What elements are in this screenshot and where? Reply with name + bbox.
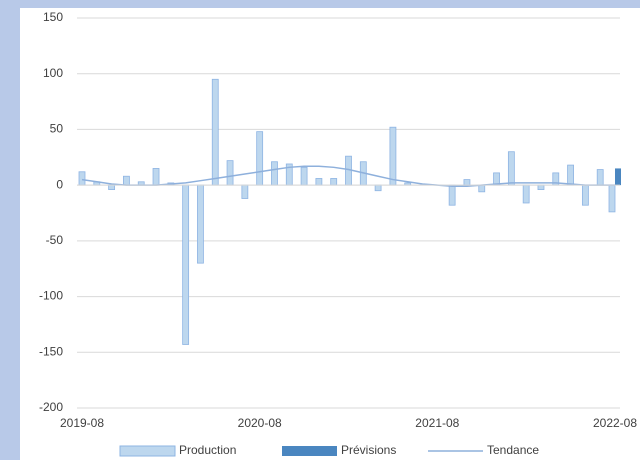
y-tick-label: -200	[39, 400, 63, 414]
bar	[226, 160, 234, 186]
bar	[123, 175, 130, 186]
y-tick-label: -50	[46, 233, 64, 247]
y-tick-label: 150	[43, 10, 63, 24]
bar	[507, 151, 515, 186]
bar	[374, 184, 382, 192]
bar	[567, 164, 574, 186]
x-tick-label: 2020-08	[238, 416, 282, 430]
y-tick-label: 100	[43, 66, 63, 80]
bar	[522, 184, 530, 204]
bar	[256, 131, 264, 186]
bar	[108, 184, 116, 190]
bar	[478, 184, 486, 193]
x-tick-label: 2021-08	[415, 416, 459, 430]
bar	[271, 161, 278, 186]
bar	[615, 168, 621, 186]
legend-label: Prévisions	[341, 443, 396, 457]
bar	[197, 184, 204, 264]
bar	[330, 178, 338, 186]
legend-swatch	[282, 446, 337, 456]
bar	[596, 169, 604, 186]
bar	[300, 166, 308, 186]
x-tick-label: 2022-08	[593, 416, 637, 430]
y-tick-label: -150	[39, 344, 63, 358]
bar	[389, 126, 397, 186]
bar	[241, 184, 249, 199]
bar	[448, 184, 456, 206]
legend-label: Production	[179, 443, 236, 457]
bar	[315, 178, 323, 186]
bar	[581, 184, 589, 206]
bar	[608, 184, 616, 213]
bar	[211, 78, 219, 186]
bar	[78, 171, 86, 186]
legend-swatch	[119, 445, 176, 457]
y-tick-label: 50	[50, 122, 64, 136]
y-tick-label: 0	[56, 177, 63, 191]
y-tick-label: -100	[39, 289, 63, 303]
trend-line	[81, 165, 615, 188]
x-tick-label: 2019-08	[60, 416, 104, 430]
bar	[463, 179, 471, 186]
bar	[182, 184, 190, 345]
chart-area	[20, 8, 640, 460]
bar	[152, 168, 160, 186]
bar	[537, 184, 545, 190]
legend-label: Tendance	[487, 443, 539, 457]
